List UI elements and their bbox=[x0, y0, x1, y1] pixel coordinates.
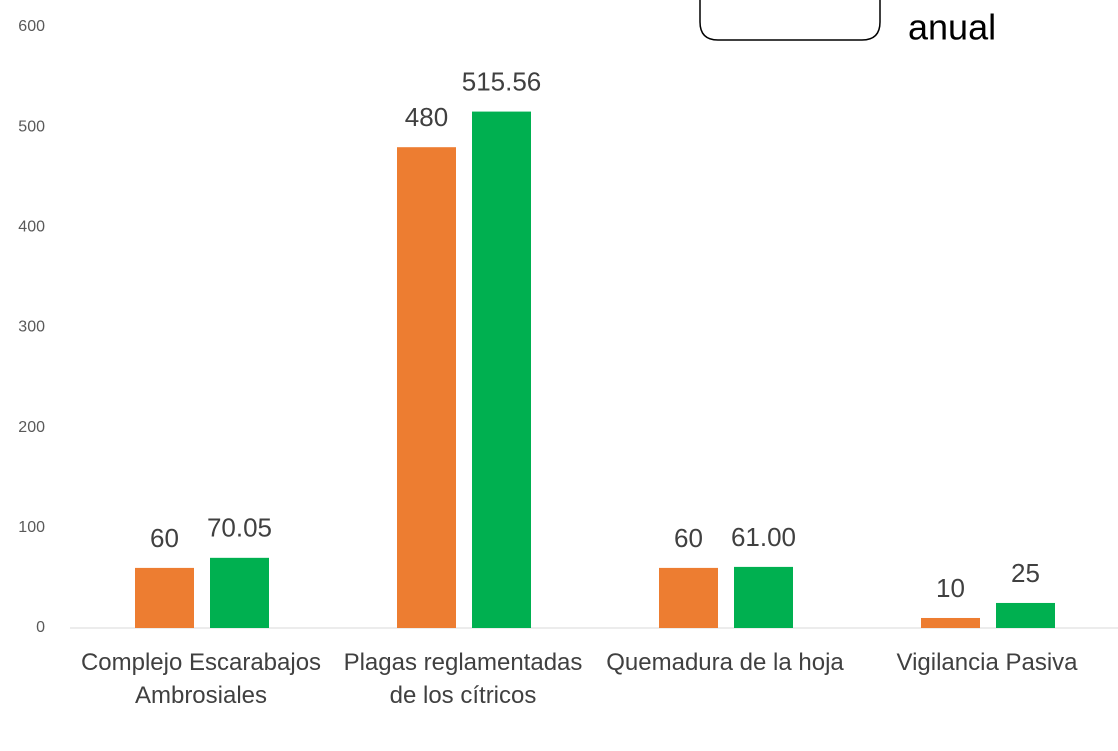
bar bbox=[921, 617, 980, 628]
bar bbox=[397, 147, 456, 628]
bar bbox=[472, 111, 531, 628]
value-label: 61.00 bbox=[731, 522, 796, 552]
x-tick-label: Complejo Escarabajos Ambrosiales bbox=[80, 649, 322, 709]
y-tick-label: 600 bbox=[18, 18, 45, 35]
x-tick-label: Plagas reglamentadas de los cítricos bbox=[343, 649, 583, 709]
annotation: anual bbox=[908, 7, 996, 48]
y-tick-label: 200 bbox=[18, 419, 45, 436]
legend-box-fragment bbox=[699, 0, 881, 41]
value-label: 10 bbox=[936, 573, 965, 603]
value-label: 60 bbox=[674, 523, 703, 553]
bar bbox=[734, 566, 793, 628]
value-label: 25 bbox=[1011, 558, 1040, 588]
y-tick-label: 100 bbox=[18, 519, 45, 536]
bar bbox=[135, 567, 194, 628]
value-label: 70.05 bbox=[207, 513, 272, 543]
value-label: 60 bbox=[150, 523, 179, 553]
y-tick-label: 300 bbox=[18, 319, 45, 336]
x-tick-label: Quemadura de la hoja bbox=[606, 649, 844, 676]
value-label: 480 bbox=[405, 102, 448, 132]
bar bbox=[659, 567, 718, 628]
x-tick-label: Vigilancia Pasiva bbox=[896, 649, 1078, 676]
bar bbox=[210, 557, 269, 628]
y-tick-label: 0 bbox=[36, 619, 45, 636]
bar bbox=[996, 602, 1055, 628]
y-tick-label: 400 bbox=[18, 219, 45, 236]
value-label: 515.56 bbox=[462, 66, 542, 96]
y-tick-label: 500 bbox=[18, 118, 45, 135]
